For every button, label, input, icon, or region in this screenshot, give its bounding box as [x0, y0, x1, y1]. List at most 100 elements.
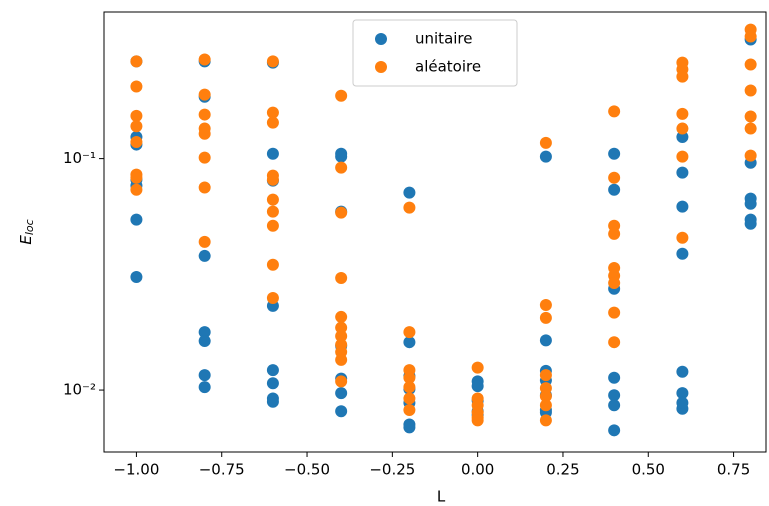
point — [335, 206, 348, 219]
x-axis-label: L — [437, 488, 446, 506]
point — [608, 424, 621, 437]
point — [676, 387, 689, 400]
point — [744, 30, 757, 43]
point — [266, 116, 279, 129]
point — [335, 310, 348, 323]
point — [198, 334, 211, 347]
x-tick-label: 0.00 — [461, 461, 494, 479]
point — [676, 200, 689, 213]
y-label-sub: loc — [23, 219, 36, 235]
y-label-main: E — [17, 235, 35, 245]
point — [403, 336, 416, 349]
point — [676, 247, 689, 260]
point — [198, 127, 211, 140]
point — [130, 270, 143, 283]
point — [608, 183, 621, 196]
point — [335, 375, 348, 388]
point — [471, 380, 484, 393]
legend-label: unitaire — [415, 30, 473, 48]
point — [198, 151, 211, 164]
point — [676, 396, 689, 409]
point — [608, 147, 621, 160]
x-tick-label: 0.75 — [717, 461, 750, 479]
point — [335, 330, 348, 343]
point — [471, 414, 484, 427]
point — [335, 161, 348, 174]
point — [539, 334, 552, 347]
point — [266, 106, 279, 119]
point — [608, 171, 621, 184]
point — [403, 392, 416, 405]
legend-marker — [375, 61, 387, 73]
point — [539, 414, 552, 427]
point — [539, 390, 552, 403]
point — [266, 193, 279, 206]
point — [539, 150, 552, 163]
point — [608, 389, 621, 402]
point — [130, 183, 143, 196]
point — [198, 381, 211, 394]
point — [198, 108, 211, 121]
point — [130, 55, 143, 68]
point — [266, 147, 279, 160]
point — [130, 135, 143, 148]
point — [608, 306, 621, 319]
point — [266, 205, 279, 218]
point — [266, 377, 279, 390]
point — [608, 336, 621, 349]
point — [335, 89, 348, 102]
legend-label: aléatoire — [415, 58, 481, 76]
point — [539, 399, 552, 412]
point — [676, 150, 689, 163]
point — [403, 371, 416, 384]
point — [266, 364, 279, 377]
plot-frame — [103, 11, 767, 453]
point — [744, 58, 757, 71]
point — [539, 311, 552, 324]
point — [471, 361, 484, 374]
point — [403, 326, 416, 339]
point — [198, 53, 211, 66]
point — [198, 369, 211, 382]
point — [266, 258, 279, 271]
point — [266, 55, 279, 68]
point — [335, 321, 348, 334]
point — [130, 80, 143, 93]
y-tick-label: 10⁻¹ — [63, 149, 96, 167]
point — [198, 235, 211, 248]
x-tick-label: −0.75 — [199, 461, 245, 479]
point — [198, 326, 211, 339]
point — [403, 421, 416, 434]
point — [335, 387, 348, 400]
point — [266, 291, 279, 304]
point — [608, 277, 621, 290]
point — [266, 173, 279, 186]
point — [539, 136, 552, 149]
y-axis-label: Eloc — [17, 219, 37, 244]
x-tick-label: −1.00 — [113, 461, 159, 479]
point — [130, 213, 143, 226]
point — [335, 271, 348, 284]
point — [608, 227, 621, 240]
plot-area — [130, 23, 757, 437]
point — [335, 353, 348, 366]
point — [198, 88, 211, 101]
x-tick-label: 0.50 — [632, 461, 665, 479]
point — [130, 109, 143, 122]
legend-box — [352, 19, 518, 87]
point — [608, 399, 621, 412]
point — [744, 110, 757, 123]
point — [403, 201, 416, 214]
point — [266, 219, 279, 232]
point — [676, 70, 689, 83]
point — [266, 395, 279, 408]
x-tick-label: 0.25 — [546, 461, 579, 479]
point — [676, 107, 689, 120]
point — [676, 166, 689, 179]
point — [130, 120, 143, 133]
y-tick-label: 10⁻² — [63, 381, 96, 399]
point — [744, 197, 757, 210]
point — [539, 382, 552, 395]
point — [608, 105, 621, 118]
